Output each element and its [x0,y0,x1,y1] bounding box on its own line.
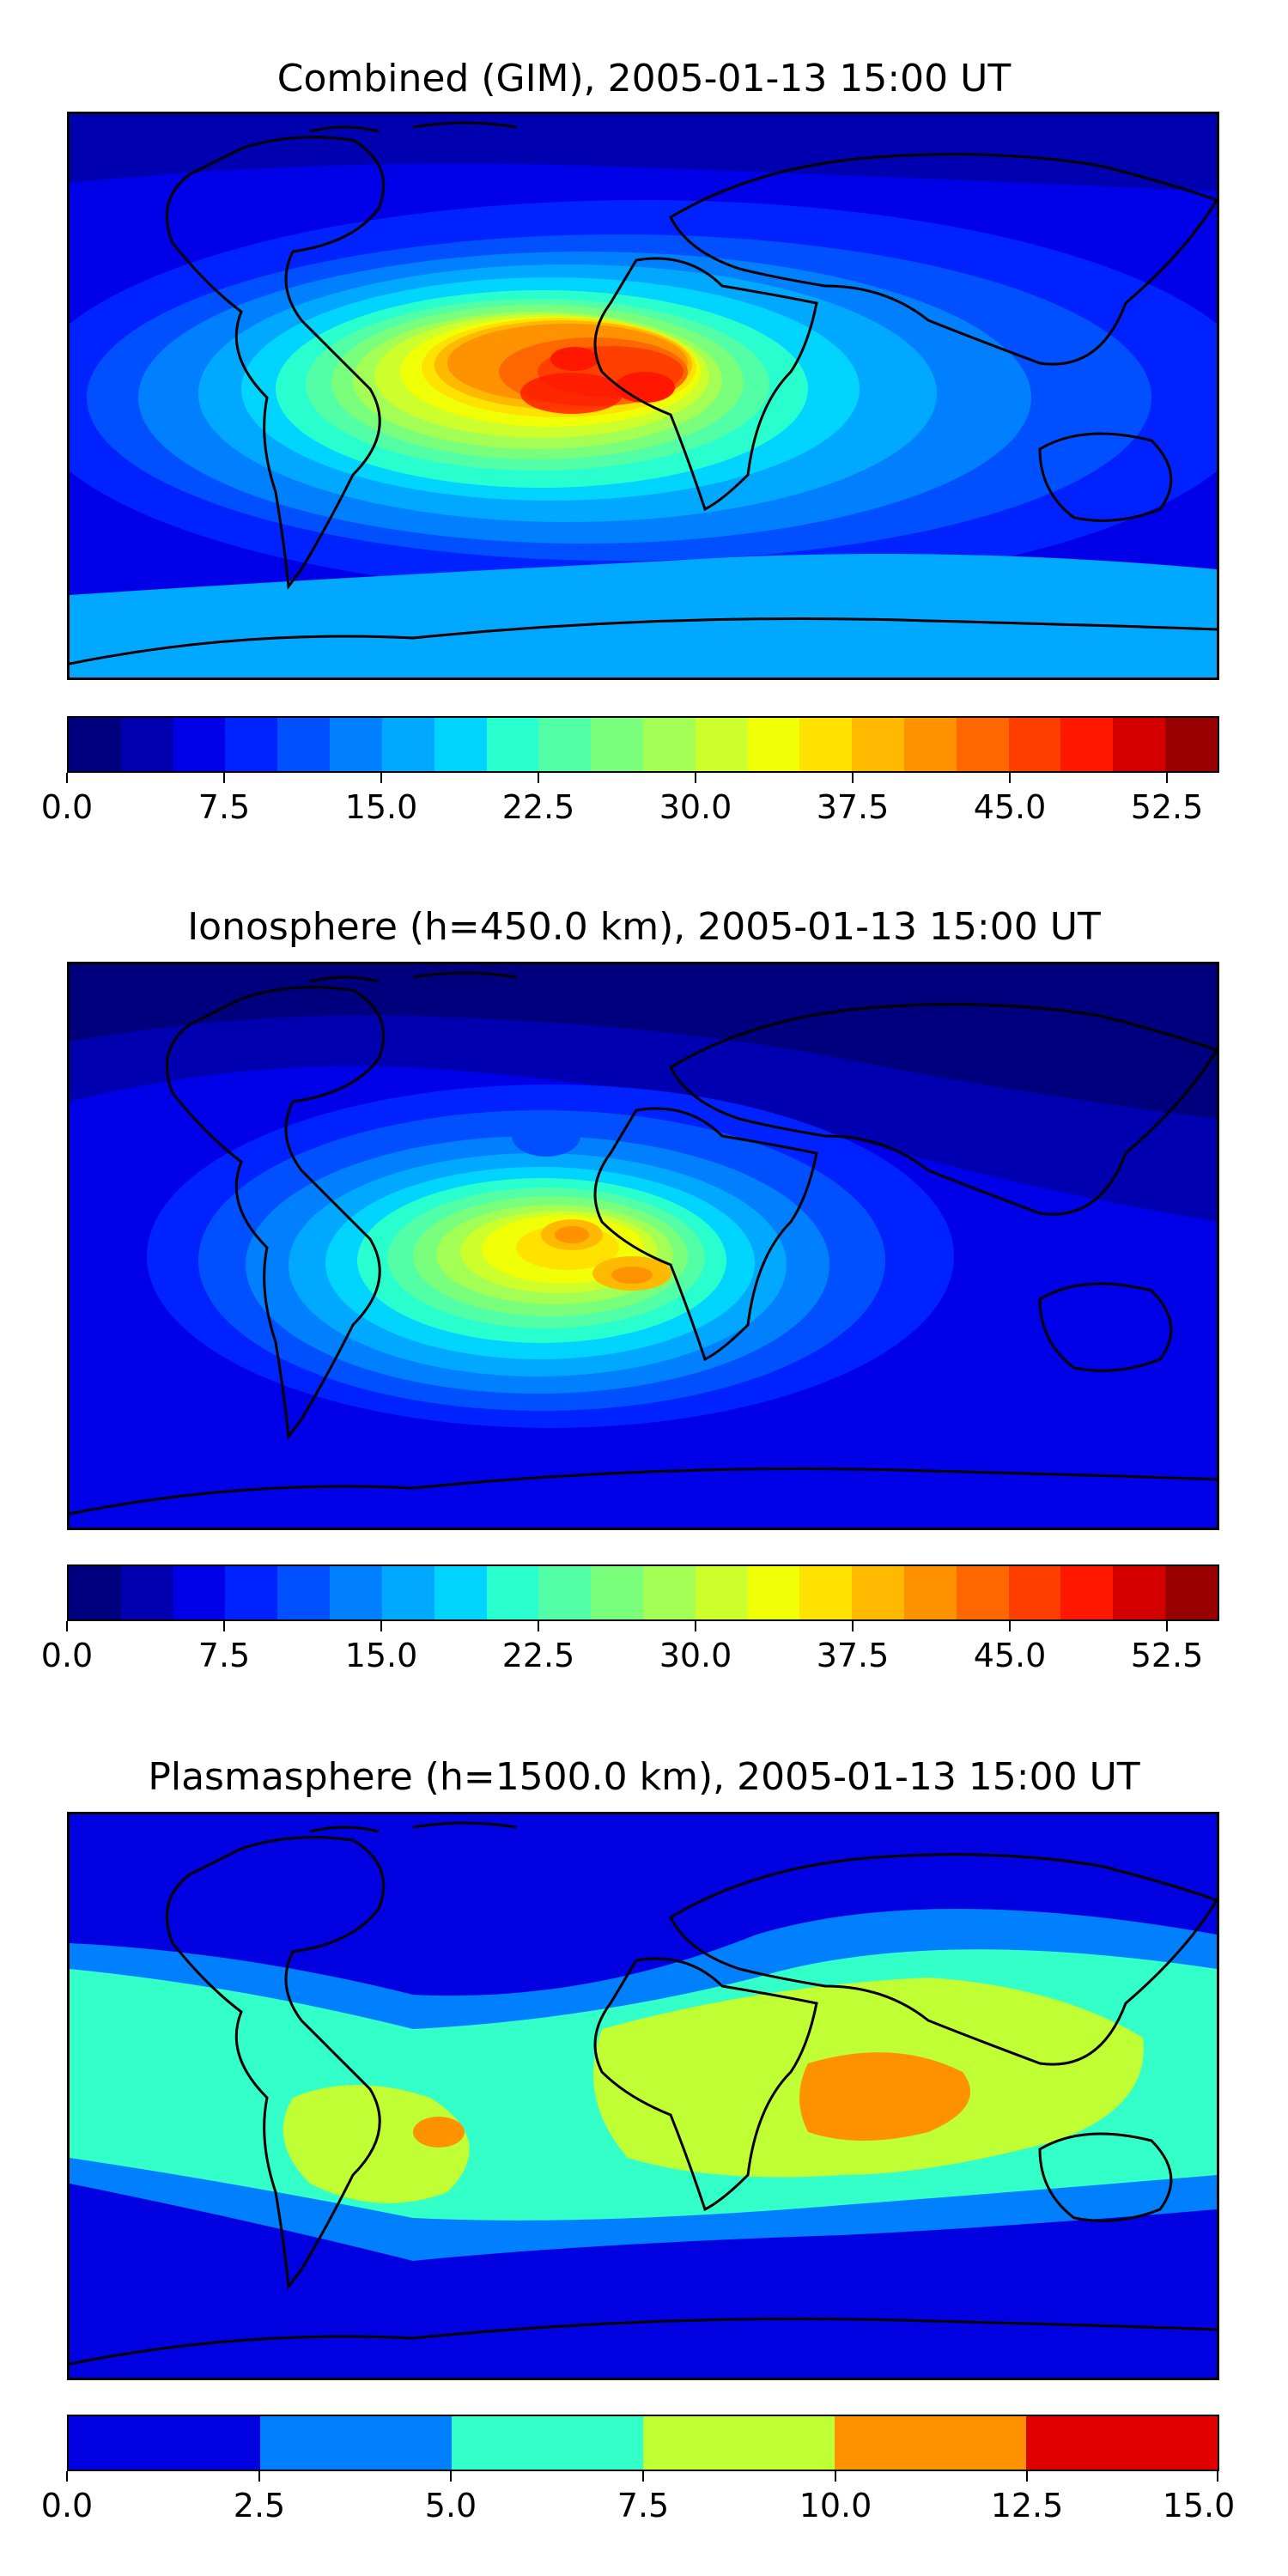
colorbar-segment [1060,1566,1114,1619]
colorbar-segment [486,718,539,771]
colorbar-segment [695,718,748,771]
colorbar-segment [173,718,226,771]
colorbar-ticks-plasmasphere: 0.0 2.5 5.0 7.5 10.0 12.5 15.0 [41,2471,1235,2524]
colorbar-segment [538,718,592,771]
tec-contours-combined [70,114,1217,677]
colorbar-segment [330,1566,382,1619]
colorbar-segment [120,1566,173,1619]
tick-label: 7.5 [617,2487,670,2524]
colorbar-segment [747,718,800,771]
tick-label: 5.0 [424,2487,477,2524]
tick-label: 22.5 [501,1637,575,1674]
colorbar-segment [381,718,434,771]
tick-label: 0.0 [40,788,94,826]
tick-label: 37.5 [816,788,890,826]
tick-label: 37.5 [816,1637,890,1674]
colorbar-segment [1165,1566,1218,1619]
colorbar-ticks-combined: 0.0 7.5 15.0 22.5 30.0 37.5 45.0 52.5 [41,773,1219,826]
colorbar-segment [643,2416,835,2470]
colorbar-ionosphere [67,1564,1219,1621]
panel-title-plasmasphere: Plasmasphere (h=1500.0 km), 2005-01-13 1… [148,1755,1140,1799]
coastlines-plasmasphere [70,1821,1217,2366]
panel-title-combined: Combined (GIM), 2005-01-13 15:00 UT [276,57,1012,100]
colorbar-segment [799,718,853,771]
colorbar-segment [835,2416,1026,2470]
tick-label: 10.0 [799,2487,872,2524]
tick-label: 2.5 [233,2487,286,2524]
colorbar-segment [1113,718,1166,771]
colorbar-segment [330,718,382,771]
colorbar-segment [591,718,643,771]
tick-label: 15.0 [344,1637,418,1674]
coastlines-ionosphere [70,971,1217,1516]
colorbar-segment [956,1566,1009,1619]
colorbar-segment [852,718,904,771]
colorbar-segment [695,1566,748,1619]
colorbar-segment [434,1566,487,1619]
panel-title-ionosphere: Ionosphere (h=450.0 km), 2005-01-13 15:0… [187,905,1101,949]
colorbar-segment [852,1566,904,1619]
coastlines-combined [70,121,1217,665]
colorbar-segment [69,2416,260,2470]
tick-label: 7.5 [197,788,251,826]
tick-label: 15.0 [344,788,418,826]
colorbar-segment [591,1566,643,1619]
colorbar-segment [538,1566,592,1619]
colorbar-segment [1008,718,1061,771]
map-combined [67,112,1219,680]
colorbar-segment [225,1566,278,1619]
colorbar-segment [642,718,696,771]
map-ionosphere [67,962,1219,1530]
colorbar-segment [1060,718,1114,771]
tick-label: 0.0 [40,1637,94,1674]
colorbar-segment [747,1566,800,1619]
map-plasmasphere [67,1812,1219,2380]
colorbar-segment [260,2416,452,2470]
colorbar-segment [225,718,278,771]
colorbar-combined [67,716,1219,773]
tick-label: 22.5 [501,788,575,826]
tick-label: 30.0 [659,788,732,826]
colorbar-segment [69,1566,121,1619]
tick-label: 12.5 [990,2487,1064,2524]
colorbar-segment [486,1566,539,1619]
tick-label: 15.0 [1162,2487,1236,2524]
tick-label: 52.5 [1130,1637,1204,1674]
tick-label: 45.0 [973,1637,1047,1674]
colorbar-segment [277,1566,331,1619]
tick-label: 7.5 [197,1637,251,1674]
colorbar-segment [956,718,1009,771]
colorbar-ticks-ionosphere: 0.0 7.5 15.0 22.5 30.0 37.5 45.0 52.5 [41,1621,1219,1674]
colorbar-plasmasphere [67,2415,1219,2471]
colorbar-segment [277,718,331,771]
colorbar-segment [173,1566,226,1619]
colorbar-segment [381,1566,434,1619]
colorbar-segment [69,718,121,771]
colorbar-segment [799,1566,853,1619]
colorbar-segment [904,718,957,771]
colorbar-segment [904,1566,957,1619]
colorbar-segment [1026,2416,1218,2470]
colorbar-segment [120,718,173,771]
tec-contours-ionosphere [70,964,1217,1428]
tick-label: 0.0 [40,2487,94,2524]
tick-label: 30.0 [659,1637,732,1674]
tick-label: 45.0 [973,788,1047,826]
colorbar-segment [642,1566,696,1619]
tick-label: 52.5 [1130,788,1204,826]
colorbar-segment [452,2416,643,2470]
colorbar-segment [434,718,487,771]
colorbar-segment [1008,1566,1061,1619]
colorbar-segment [1113,1566,1166,1619]
colorbar-segment [1165,718,1218,771]
